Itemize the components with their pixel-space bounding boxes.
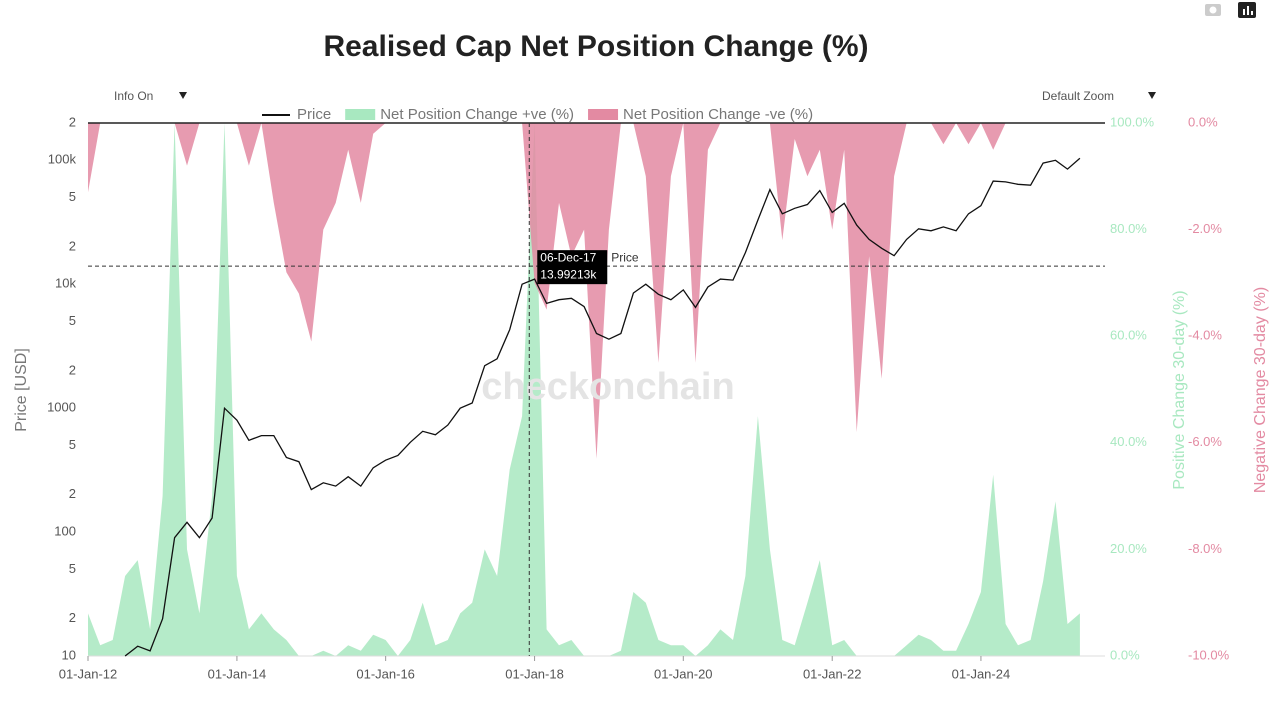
y2-tick-label: 80.0% <box>1110 221 1147 236</box>
x-tick-label: 01-Jan-18 <box>505 666 564 681</box>
price-line <box>124 157 1081 657</box>
y2-tick-label: 0.0% <box>1110 647 1140 662</box>
positive-area <box>88 123 1080 656</box>
zoom-select[interactable]: Default Zoom <box>1042 89 1114 103</box>
tooltip-value: 13.99213k <box>540 267 597 281</box>
x-tick-label: 01-Jan-24 <box>952 666 1011 681</box>
y3-tick-label: -6.0% <box>1188 434 1222 449</box>
y2-tick-label: 100.0% <box>1110 114 1155 129</box>
y-tick-label: 5 <box>69 189 76 204</box>
y-tick-label: 2 <box>69 610 76 625</box>
y3-tick-label: -10.0% <box>1188 647 1230 662</box>
x-tick-label: 01-Jan-22 <box>803 666 862 681</box>
y2-tick-label: 20.0% <box>1110 541 1147 556</box>
x-tick-label: 01-Jan-16 <box>356 666 415 681</box>
camera-icon[interactable] <box>1205 4 1221 16</box>
legend-label: Price <box>297 106 331 123</box>
y-tick-label: 100k <box>48 152 77 167</box>
y-tick-label: 100 <box>54 524 76 539</box>
y-tick-label: 2 <box>69 486 76 501</box>
tooltip-date: 06-Dec-17 <box>540 250 596 264</box>
zoom-dropdown-arrow[interactable] <box>1148 92 1156 99</box>
y-tick-label: 10k <box>55 276 76 291</box>
tooltip-box <box>537 250 608 285</box>
y2-axis-title: Positive Change 30-day (%) <box>1171 290 1188 489</box>
y-tick-label: 1000 <box>47 400 76 415</box>
y3-tick-label: 0.0% <box>1188 114 1218 129</box>
y3-tick-label: -4.0% <box>1188 328 1222 343</box>
y-tick-label: 2 <box>69 238 76 253</box>
watermark: checkonchain <box>481 366 734 408</box>
legend-label: Net Position Change -ve (%) <box>623 106 813 123</box>
x-tick-label: 01-Jan-12 <box>59 666 118 681</box>
chart-title: Realised Cap Net Position Change (%) <box>323 30 868 63</box>
legend-swatch <box>345 109 376 120</box>
y-tick-label: 5 <box>69 437 76 452</box>
y3-tick-label: -8.0% <box>1188 541 1222 556</box>
y-tick-label: 5 <box>69 561 76 576</box>
logo-icon[interactable] <box>1238 2 1256 18</box>
y-tick-label: 2 <box>69 362 76 377</box>
y-tick-label: 2 <box>69 114 76 129</box>
y2-tick-label: 40.0% <box>1110 434 1147 449</box>
legend-swatch <box>588 109 619 120</box>
y3-axis-title: Negative Change 30-day (%) <box>1252 287 1269 493</box>
y2-tick-label: 60.0% <box>1110 328 1147 343</box>
legend-label: Net Position Change +ve (%) <box>380 106 574 123</box>
info-toggle[interactable]: Info On <box>114 89 153 103</box>
y-tick-label: 5 <box>69 313 76 328</box>
y-axis-title: Price [USD] <box>13 348 30 432</box>
areas <box>88 123 1080 656</box>
y-tick-label: 10 <box>62 647 76 662</box>
negative-area <box>88 123 1080 459</box>
x-tick-label: 01-Jan-14 <box>208 666 267 681</box>
info-dropdown-arrow[interactable] <box>179 92 187 99</box>
x-tick-label: 01-Jan-20 <box>654 666 713 681</box>
y3-tick-label: -2.0% <box>1188 221 1222 236</box>
tooltip-series: Price <box>611 250 639 264</box>
